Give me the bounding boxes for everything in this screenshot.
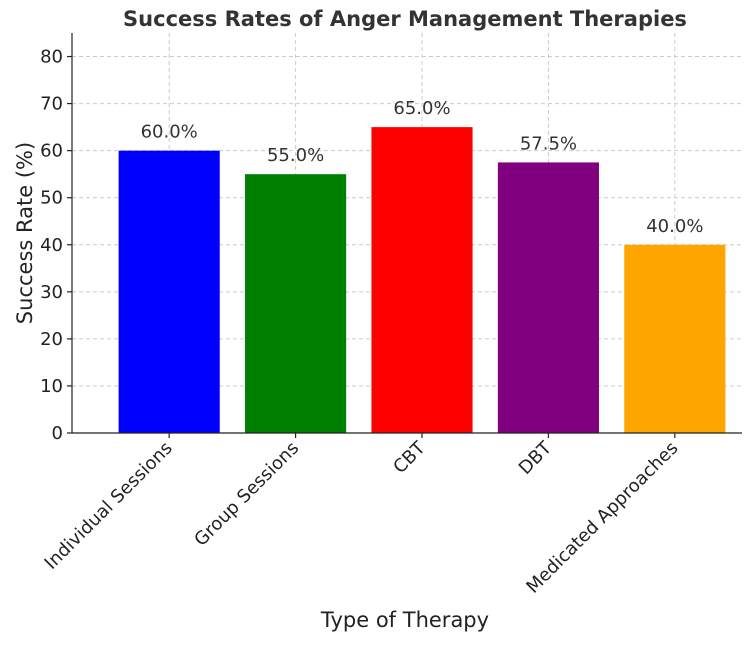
y-tick-label: 70 xyxy=(40,94,63,115)
chart-title: Success Rates of Anger Management Therap… xyxy=(123,7,687,31)
y-tick-label: 40 xyxy=(40,235,63,256)
y-tick-label: 80 xyxy=(40,47,63,68)
data-label: 55.0% xyxy=(267,145,324,166)
x-tick-label: Group Sessions xyxy=(190,438,303,551)
y-tick-label: 10 xyxy=(40,376,63,397)
bar xyxy=(497,162,599,434)
data-labels: 60.0% 55.0% 65.0% 57.5% 40.0% xyxy=(141,98,704,237)
data-label: 57.5% xyxy=(520,133,577,154)
y-tick-label: 50 xyxy=(40,188,63,209)
x-tick-label: DBT xyxy=(515,437,557,479)
y-axis-label: Success Rate (%) xyxy=(13,142,37,324)
data-label: 60.0% xyxy=(141,122,198,143)
y-tick-label: 60 xyxy=(40,141,63,162)
bar xyxy=(371,127,473,433)
y-tick-label: 30 xyxy=(40,282,63,303)
data-label: 65.0% xyxy=(393,98,450,119)
bars xyxy=(118,127,726,434)
x-tick-label: CBT xyxy=(389,437,430,478)
data-label: 40.0% xyxy=(646,216,703,237)
bar xyxy=(245,174,347,434)
bar xyxy=(624,244,726,433)
bar xyxy=(118,150,220,433)
y-tick-label: 20 xyxy=(40,329,63,350)
x-axis-label: Type of Therapy xyxy=(320,608,489,632)
y-tick-label: 0 xyxy=(52,423,63,444)
x-tick-label: Individual Sessions xyxy=(41,438,177,574)
